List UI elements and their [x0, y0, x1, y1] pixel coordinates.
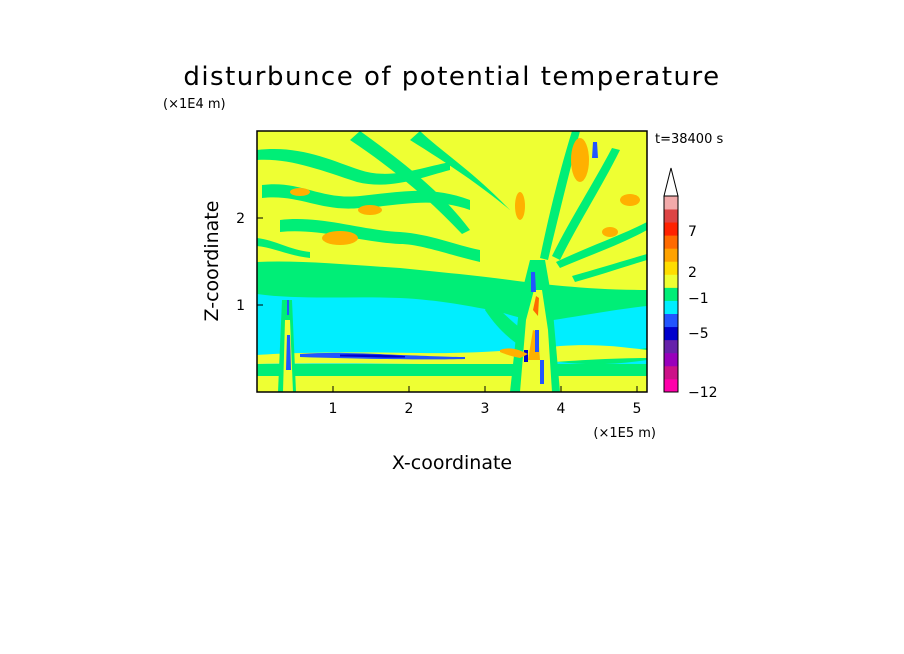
lower-green-band — [257, 364, 647, 376]
x-unit-label: (×1E5 m) — [593, 426, 656, 441]
chart-title: disturbunce of potential temperature — [183, 62, 720, 92]
ground-band — [257, 376, 647, 392]
y-unit-label: (×1E4 m) — [163, 97, 226, 112]
mountain-plume — [500, 260, 560, 392]
contour-field — [257, 131, 647, 392]
x-axis-label: X-coordinate — [392, 452, 512, 474]
x-axis — [332, 386, 638, 392]
colorbar-swatch — [664, 261, 678, 275]
colorbar-swatch — [664, 313, 678, 328]
warm-patches — [290, 138, 640, 245]
colorbar-swatch — [664, 339, 678, 354]
y-axis-label: Z-coordinate — [201, 201, 223, 322]
colorbar-label: 2 — [688, 265, 697, 281]
colorbar-swatch — [664, 352, 678, 367]
x-tick-label: 5 — [633, 401, 642, 417]
colorbar-label: −5 — [688, 326, 709, 342]
colorbar — [663, 167, 679, 393]
upper-green-streaks — [257, 131, 647, 282]
y-axis — [257, 217, 263, 306]
colorbar-swatch — [664, 274, 678, 288]
colorbar-swatch — [664, 248, 678, 262]
plot-frame — [256, 130, 648, 393]
colorbar-swatch — [664, 235, 678, 249]
colorbar-swatch — [664, 300, 678, 314]
time-label: t=38400 s — [655, 132, 723, 147]
colorbar-swatch — [664, 326, 678, 341]
colorbar-extend-arrow — [663, 167, 679, 197]
colorbar-swatch — [664, 222, 678, 236]
y-tick-label: 1 — [236, 298, 245, 314]
colorbar-swatch — [664, 365, 678, 380]
y-tick-label: 2 — [236, 211, 245, 227]
x-tick-label: 3 — [481, 401, 490, 417]
upper-cold-spot — [592, 142, 598, 158]
x-tick-label: 1 — [329, 401, 338, 417]
cold-streak-core — [340, 354, 405, 358]
colorbar-label: −12 — [688, 385, 718, 401]
colorbar-label: −1 — [688, 291, 709, 307]
colorbar-swatch — [664, 209, 678, 223]
colorbar-swatch — [664, 378, 678, 393]
x-tick-label: 2 — [405, 401, 414, 417]
colorbar-swatch — [664, 287, 678, 301]
left-plume — [278, 300, 296, 392]
colorbar-label: 7 — [688, 224, 697, 240]
colorbar-swatch — [664, 196, 678, 210]
x-tick-label: 4 — [557, 401, 566, 417]
